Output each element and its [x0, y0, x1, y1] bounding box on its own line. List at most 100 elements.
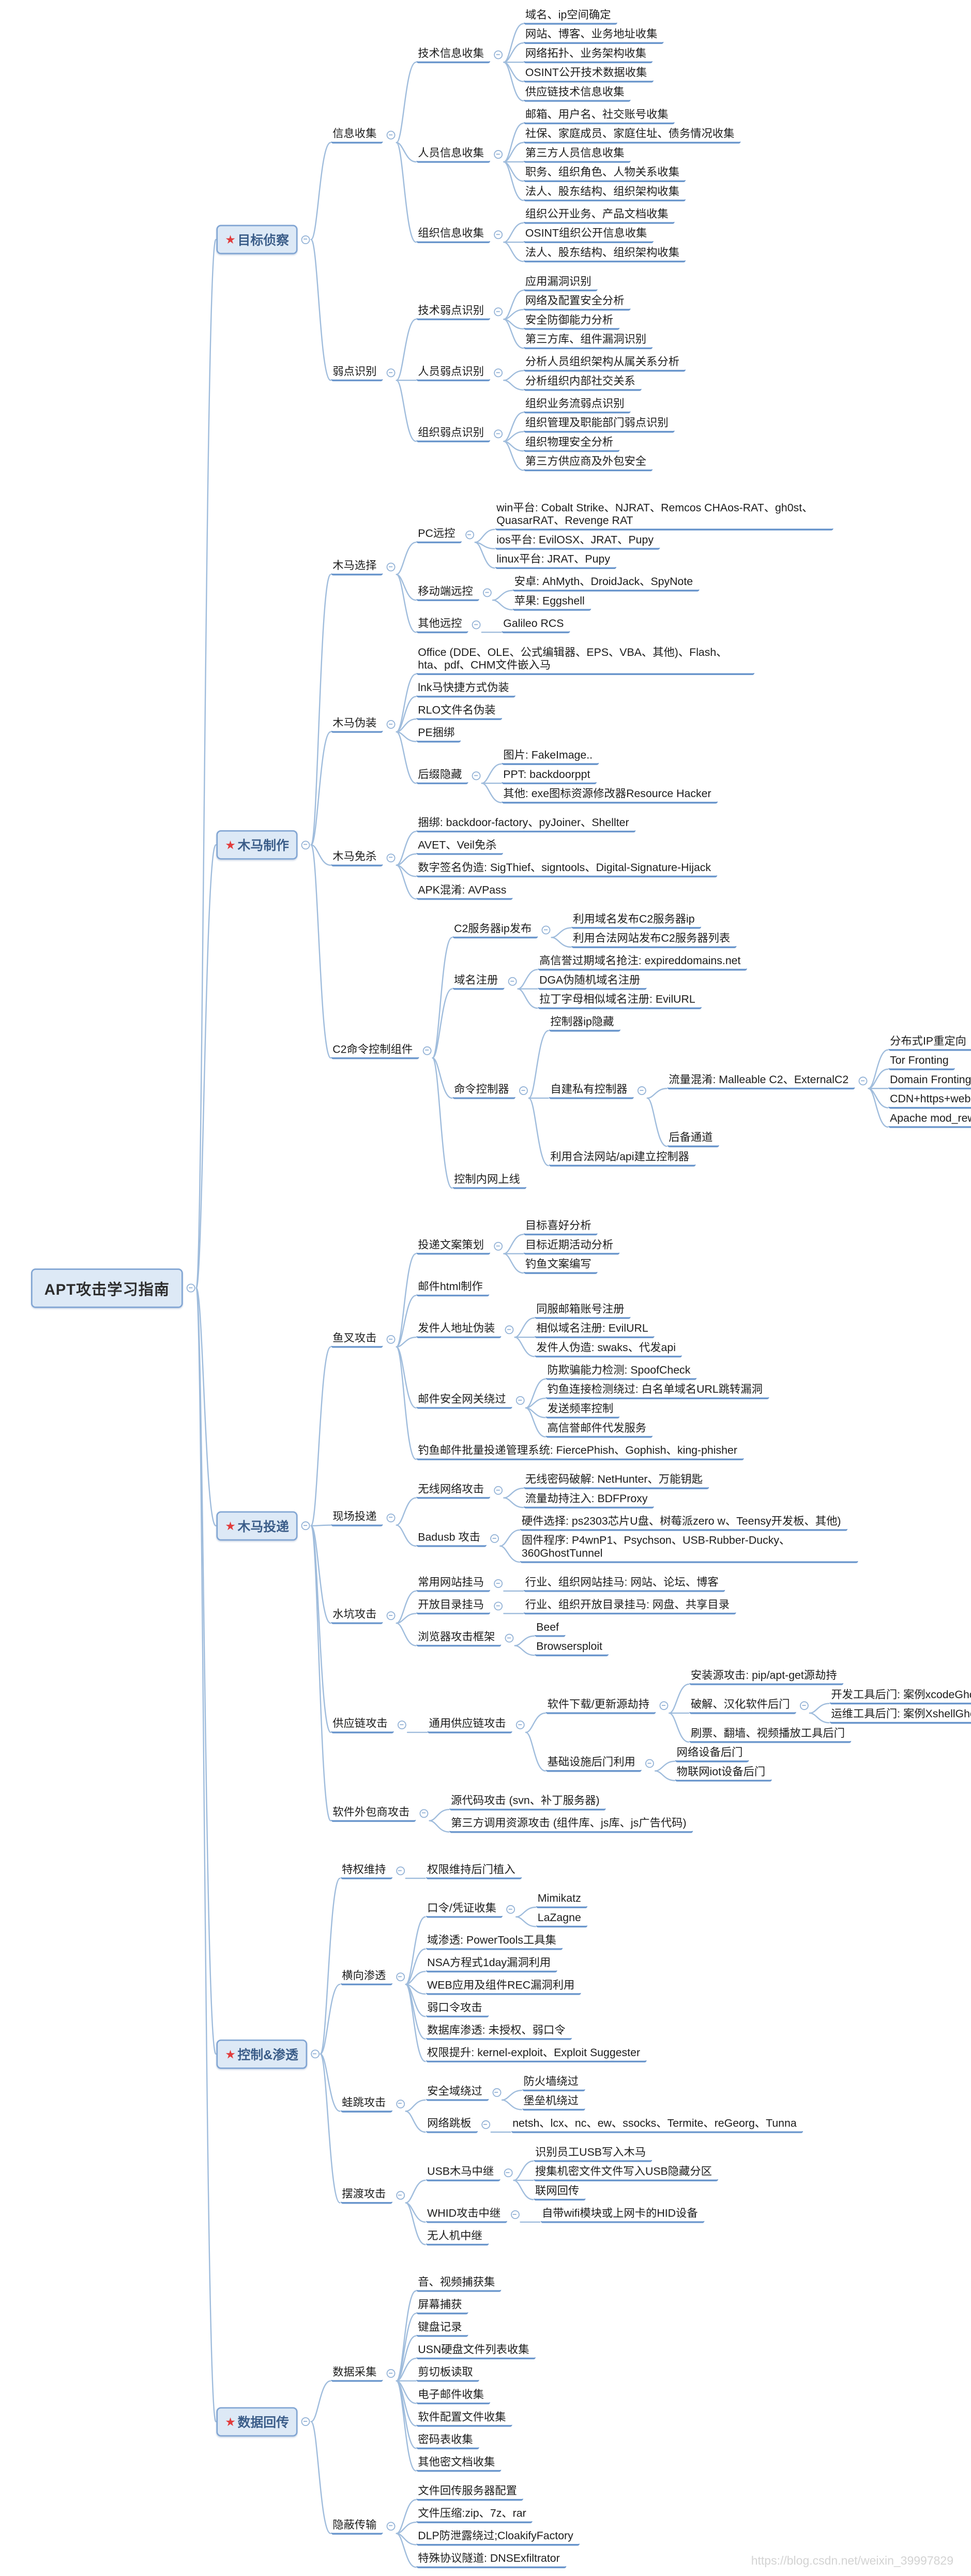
collapse-minus-icon[interactable]	[516, 1720, 525, 1730]
topic-音-视频捕获集[interactable]: 音、视频捕获集	[416, 2275, 502, 2292]
collapse-minus-icon[interactable]	[386, 562, 396, 572]
topic-其他密文档收集[interactable]: 其他密文档收集	[416, 2455, 502, 2472]
topic-社保-家庭成员-家庭住址-债务情况收集[interactable]: 社保、家庭成员、家庭住址、债务情况收集	[524, 127, 741, 144]
topic-软件外包商攻击[interactable]: 软件外包商攻击	[331, 1805, 416, 1822]
topic-组织弱点识别[interactable]: 组织弱点识别	[416, 425, 491, 443]
collapse-minus-icon[interactable]	[541, 925, 551, 935]
collapse-minus-icon[interactable]	[419, 1809, 429, 1818]
topic-堡垒机绕过[interactable]: 堡垒机绕过	[522, 2094, 585, 2111]
topic-文件回传服务器配置[interactable]: 文件回传服务器配置	[416, 2484, 524, 2501]
collapse-minus-icon[interactable]	[505, 1634, 514, 1643]
topic-横向渗透[interactable]: 横向渗透	[340, 1968, 392, 1986]
collapse-minus-icon[interactable]	[494, 50, 503, 59]
topic-whid攻击中继[interactable]: WHID攻击中继	[426, 2206, 507, 2223]
collapse-minus-icon[interactable]	[519, 1086, 528, 1095]
topic-域名-ip空间确定[interactable]: 域名、ip空间确定	[524, 8, 617, 25]
topic-移动端远控[interactable]: 移动端远控	[416, 584, 480, 602]
topic-相似域名注册-evilurl[interactable]: 相似域名注册: EvilURL	[535, 1321, 655, 1339]
topic-技术信息收集[interactable]: 技术信息收集	[416, 47, 491, 64]
collapse-minus-icon[interactable]	[494, 230, 503, 239]
topic-屏幕捕获[interactable]: 屏幕捕获	[416, 2298, 468, 2315]
topic-联网回传[interactable]: 联网回传	[534, 2183, 586, 2201]
topic-osint公开技术数据收集[interactable]: OSINT公开技术数据收集	[524, 66, 654, 83]
collapse-minus-icon[interactable]	[494, 1601, 503, 1611]
topic-域名注册[interactable]: 域名注册	[452, 973, 505, 990]
topic-安装源攻击-pip-apt-get源劫持[interactable]: 安装源攻击: pip/apt-get源劫持	[689, 1668, 844, 1685]
topic-avet-veil免杀[interactable]: AVET、Veil免杀	[416, 838, 503, 855]
topic-发送频率控制[interactable]: 发送频率控制	[545, 1402, 620, 1419]
collapse-minus-icon[interactable]	[800, 1701, 809, 1710]
topic-第三方库-组件漏洞识别[interactable]: 第三方库、组件漏洞识别	[524, 332, 653, 350]
topic-摆渡攻击[interactable]: 摆渡攻击	[340, 2187, 392, 2204]
topic-beef[interactable]: Beef	[535, 1620, 566, 1637]
topic-基础设施后门利用[interactable]: 基础设施后门利用	[545, 1755, 642, 1772]
collapse-minus-icon[interactable]	[494, 307, 503, 317]
topic-流量劫持注入-bdfproxy[interactable]: 流量劫持注入: BDFProxy	[524, 1491, 654, 1509]
topic-同服邮箱账号注册[interactable]: 同服邮箱账号注册	[535, 1302, 631, 1319]
topic-usb木马中继[interactable]: USB木马中继	[426, 2164, 500, 2182]
topic-法人-股东结构-组织架构收集[interactable]: 法人、股东结构、组织架构收集	[524, 185, 686, 202]
collapse-minus-icon[interactable]	[301, 235, 310, 244]
topic-特权维持[interactable]: 特权维持	[340, 1862, 392, 1880]
collapse-minus-icon[interactable]	[858, 1076, 868, 1086]
topic-邮件安全网关绕过[interactable]: 邮件安全网关绕过	[416, 1392, 513, 1409]
topic-现场投递[interactable]: 现场投递	[331, 1509, 383, 1526]
topic-cdn-https-websocket[interactable]: CDN+https+websocket	[888, 1092, 971, 1109]
topic-邮箱-用户名-社交账号收集[interactable]: 邮箱、用户名、社交账号收集	[524, 108, 675, 125]
topic-水坑攻击[interactable]: 水坑攻击	[331, 1607, 383, 1624]
topic-供应链攻击[interactable]: 供应链攻击	[331, 1716, 395, 1734]
topic-第三方供应商及外包安全[interactable]: 第三方供应商及外包安全	[524, 454, 653, 472]
topic-domain-fronting域前置[interactable]: Domain Fronting域前置	[888, 1072, 971, 1090]
topic-法人-股东结构-组织架构收集[interactable]: 法人、股东结构、组织架构收集	[524, 246, 686, 263]
topic-鱼叉攻击[interactable]: 鱼叉攻击	[331, 1331, 383, 1348]
topic-软件配置文件收集[interactable]: 软件配置文件收集	[416, 2410, 513, 2427]
topic-无线网络攻击[interactable]: 无线网络攻击	[416, 1482, 491, 1499]
topic-弱口令攻击[interactable]: 弱口令攻击	[426, 2000, 489, 2018]
collapse-minus-icon[interactable]	[386, 2521, 396, 2530]
topic-c2服务器ip发布[interactable]: C2服务器ip发布	[452, 922, 538, 939]
collapse-minus-icon[interactable]	[494, 150, 503, 159]
topic-密码表收集[interactable]: 密码表收集	[416, 2432, 480, 2450]
collapse-minus-icon[interactable]	[490, 1534, 499, 1543]
topic-pc远控[interactable]: PC远控	[416, 527, 462, 544]
topic-后缀隐藏[interactable]: 后缀隐藏	[416, 767, 468, 785]
topic-通用供应链攻击[interactable]: 通用供应链攻击	[427, 1716, 513, 1734]
topic-技术弱点识别[interactable]: 技术弱点识别	[416, 303, 491, 321]
topic-c2命令控制组件[interactable]: C2命令控制组件	[331, 1042, 419, 1059]
topic-网络设备后门[interactable]: 网络设备后门	[675, 1745, 749, 1762]
collapse-minus-icon[interactable]	[492, 2088, 502, 2097]
topic-行业-组织开放目录挂马-网盘-共享目录[interactable]: 行业、组织开放目录挂马: 网盘、共享目录	[524, 1597, 736, 1615]
collapse-minus-icon[interactable]	[494, 1241, 503, 1251]
topic-第三方人员信息收集[interactable]: 第三方人员信息收集	[524, 146, 631, 163]
topic-文件压缩-zip-7z-rar[interactable]: 文件压缩:zip、7z、rar	[416, 2506, 533, 2524]
topic-无线密码破解-nethunter-万能钥匙[interactable]: 无线密码破解: NetHunter、万能钥匙	[524, 1472, 709, 1490]
topic-源代码攻击-svn-补丁服务器-[interactable]: 源代码攻击 (svn、补丁服务器)	[449, 1793, 606, 1811]
collapse-minus-icon[interactable]	[422, 1046, 432, 1055]
collapse-minus-icon[interactable]	[301, 1521, 310, 1531]
collapse-minus-icon[interactable]	[386, 1513, 396, 1522]
topic-权限维持后门植入[interactable]: 权限维持后门植入	[426, 1862, 522, 1880]
main-topic-目标侦察[interactable]: ★ 目标侦察	[216, 224, 298, 254]
topic-钓鱼邮件批量投递管理系统-fiercephish[interactable]: 钓鱼邮件批量投递管理系统: FiercePhish、Gophish、king-p…	[416, 1443, 744, 1461]
topic-苹果-eggshell[interactable]: 苹果: Eggshell	[512, 594, 591, 611]
topic-目标喜好分析[interactable]: 目标喜好分析	[524, 1219, 598, 1236]
topic-usn硬盘文件列表收集[interactable]: USN硬盘文件列表收集	[416, 2342, 536, 2360]
topic-防欺骗能力检测-spoofcheck[interactable]: 防欺骗能力检测: SpoofCheck	[545, 1363, 697, 1380]
collapse-minus-icon[interactable]	[483, 588, 492, 597]
topic-权限提升-kernel-exploit-expl[interactable]: 权限提升: kernel-exploit、Exploit Suggester	[426, 2045, 647, 2063]
topic-组织业务流弱点识别[interactable]: 组织业务流弱点识别	[524, 397, 631, 414]
topic-钓鱼连接检测绕过-白名单域名url跳转漏洞[interactable]: 钓鱼连接检测绕过: 白名单域名URL跳转漏洞	[545, 1382, 769, 1400]
collapse-minus-icon[interactable]	[386, 720, 396, 729]
topic-发件人地址伪装[interactable]: 发件人地址伪装	[416, 1321, 502, 1339]
topic-mimikatz[interactable]: Mimikatz	[536, 1891, 588, 1909]
topic-其他远控[interactable]: 其他远控	[416, 617, 468, 634]
collapse-minus-icon[interactable]	[494, 429, 503, 439]
topic-web应用及组件rec漏洞利用[interactable]: WEB应用及组件REC漏洞利用	[426, 1978, 581, 1995]
topic-利用合法网站-api建立控制器[interactable]: 利用合法网站/api建立控制器	[549, 1149, 696, 1167]
collapse-minus-icon[interactable]	[516, 1396, 525, 1405]
topic-高信誉过期域名抢注-expireddomains[interactable]: 高信誉过期域名抢注: expireddomains.net	[538, 954, 747, 971]
topic-数字签名伪造-sigthief-signtool[interactable]: 数字签名伪造: SigThief、signtools、Digital-Signa…	[416, 861, 718, 878]
topic-rlo文件名伪装[interactable]: RLO文件名伪装	[416, 703, 502, 721]
topic-组织物理安全分析[interactable]: 组织物理安全分析	[524, 435, 620, 452]
collapse-minus-icon[interactable]	[504, 2168, 513, 2178]
